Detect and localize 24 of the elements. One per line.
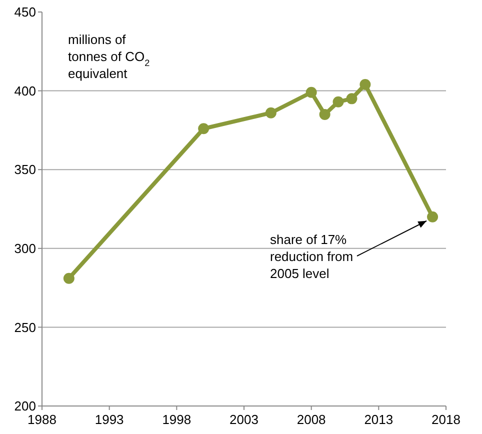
x-tick-label: 1988 bbox=[28, 412, 56, 427]
y-tick-label: 350 bbox=[14, 162, 36, 178]
x-tick-label: 2008 bbox=[296, 412, 326, 427]
point bbox=[265, 107, 276, 118]
text: millions of tonnes of CO$_{2}$ equivalent bbox=[68, 32, 150, 81]
point bbox=[306, 86, 317, 98]
x-tick-label: 1998 bbox=[162, 412, 192, 427]
x-tick-label: 2018 bbox=[432, 412, 460, 427]
point bbox=[346, 93, 358, 104]
point bbox=[332, 96, 344, 108]
x-tick-label: 1993 bbox=[94, 412, 124, 427]
x-tick-label: 2003 bbox=[230, 412, 258, 427]
y-tick-label: 250 bbox=[14, 320, 36, 335]
y-tick-label: 400 bbox=[14, 83, 36, 98]
y-tick-label: 450 bbox=[14, 4, 36, 20]
point bbox=[427, 211, 438, 222]
point bbox=[198, 123, 210, 134]
annotation: share of 17% reduction from 2005 level bbox=[270, 232, 354, 281]
x-tick-label: 2013 bbox=[364, 412, 394, 427]
point bbox=[360, 78, 371, 90]
point bbox=[319, 108, 330, 120]
y-tick-label: 200 bbox=[14, 398, 36, 414]
point bbox=[63, 272, 74, 284]
y-tick-label: 300 bbox=[14, 240, 36, 256]
